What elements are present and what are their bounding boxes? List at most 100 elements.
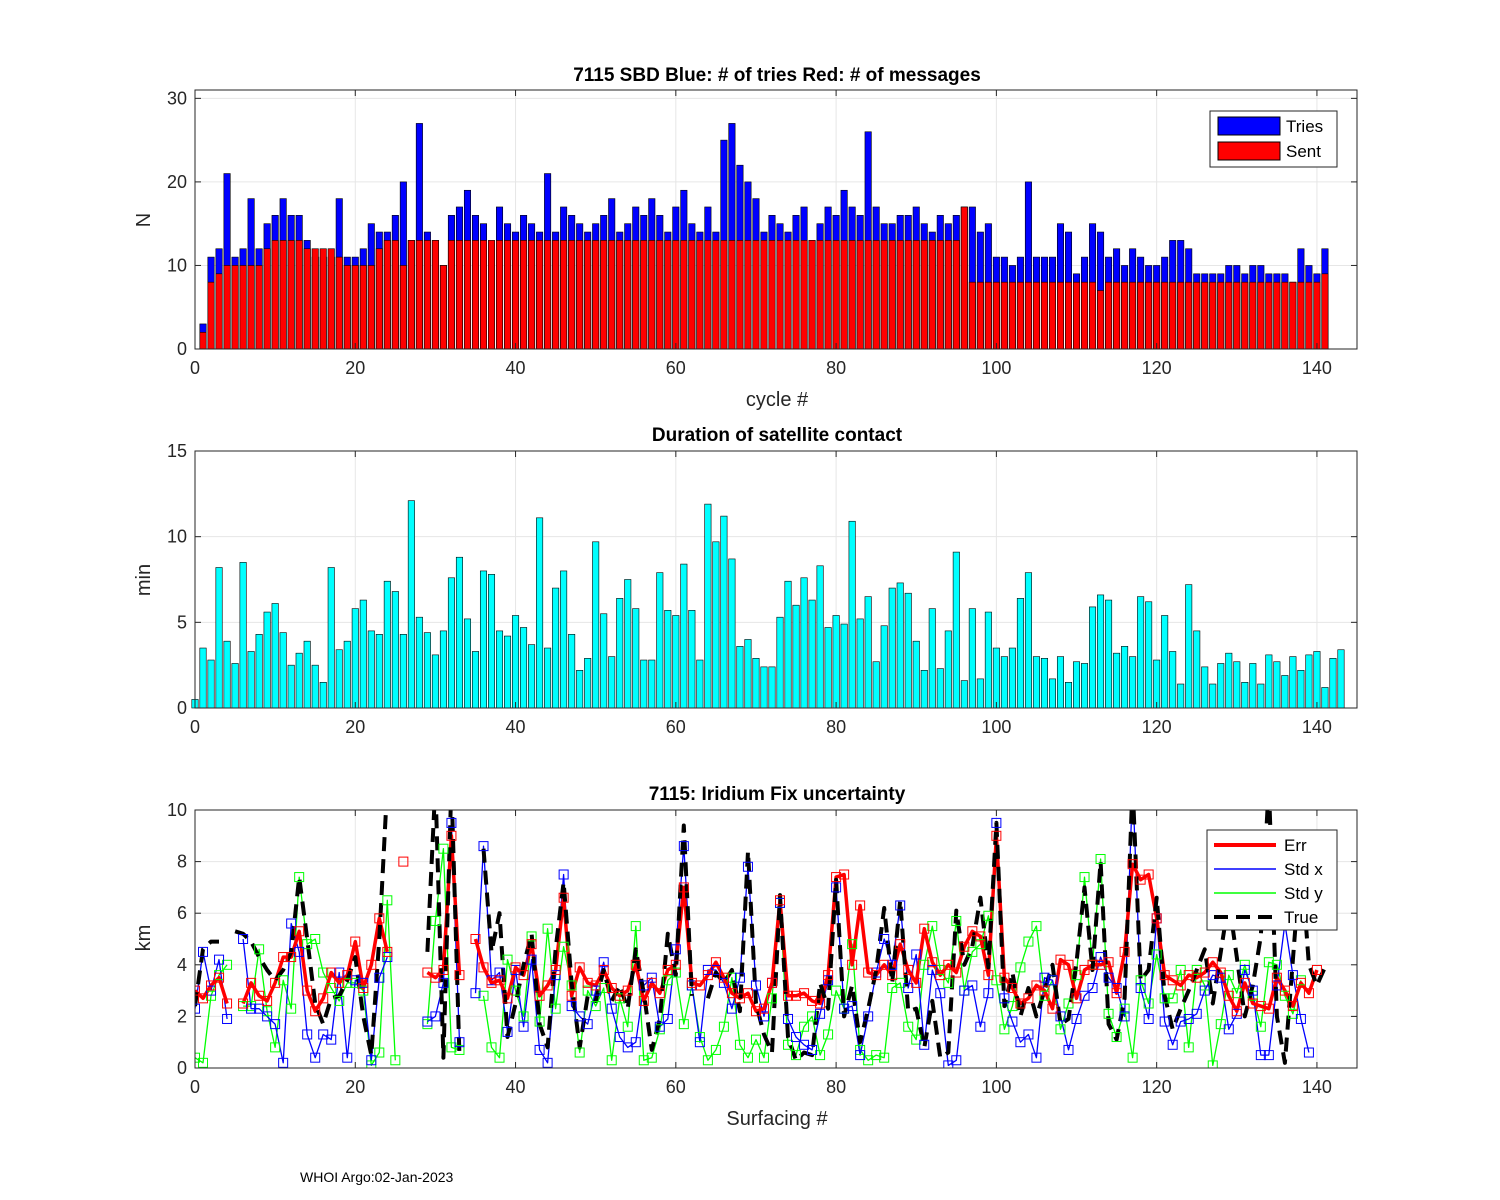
std-x-point <box>222 1013 233 1024</box>
std-x-point <box>446 817 457 828</box>
y-tick-label: 5 <box>177 612 187 632</box>
std-x-point <box>959 985 970 996</box>
duration-bar <box>640 659 648 709</box>
sent-bar <box>840 240 848 350</box>
sent-bar <box>1185 281 1193 350</box>
x-tick-label: 100 <box>981 358 1011 378</box>
std-x-point <box>238 934 249 944</box>
fix-chart-ylabel: km <box>133 925 155 952</box>
err-point <box>590 980 601 991</box>
std-y-point <box>1191 964 1202 975</box>
err-point <box>382 946 393 957</box>
duration-bar <box>215 567 223 709</box>
std-x-point <box>550 970 561 981</box>
sent-bar <box>992 281 1000 350</box>
err-point <box>494 975 505 986</box>
duration-bar <box>383 580 391 709</box>
err-point <box>1087 959 1098 970</box>
y-tick-label: 10 <box>167 527 187 547</box>
std-y-point <box>582 985 593 996</box>
std-y-point <box>542 923 553 934</box>
std-y-point <box>791 1050 802 1061</box>
duration-bar <box>463 618 471 709</box>
duration-bar <box>968 608 976 709</box>
std-y-point <box>670 967 681 978</box>
std-x-point <box>502 1026 513 1037</box>
sent-bar <box>800 240 808 350</box>
sent-bar <box>1233 281 1241 350</box>
err-point <box>1215 967 1226 978</box>
sent-bar <box>1073 281 1081 350</box>
std-y-point <box>1095 854 1106 865</box>
std-x-point <box>206 985 217 996</box>
std-x-point <box>967 980 978 991</box>
sent-bar <box>407 240 415 350</box>
std-x-point <box>927 964 938 975</box>
std-x-point <box>1095 952 1106 963</box>
duration-bar <box>423 632 431 709</box>
tries-chart-xlabel: cycle # <box>746 389 809 411</box>
std-y-point <box>855 1044 866 1055</box>
duration-bar <box>864 596 872 709</box>
std-y-point <box>254 944 265 955</box>
err-point <box>1119 946 1130 957</box>
footer-stamp: WHOI Argo:02-Jan-2023 <box>300 1169 454 1185</box>
x-tick-label: 40 <box>506 717 526 737</box>
err-point <box>638 995 649 1006</box>
err-point <box>831 872 842 883</box>
err-point <box>342 970 353 981</box>
std-y-point <box>1015 962 1026 973</box>
duration-bar <box>1233 661 1241 709</box>
std-x-point <box>590 985 601 996</box>
err-point <box>214 972 225 983</box>
sent-bar <box>720 240 728 350</box>
tries-chart-ylabel: N <box>133 213 155 227</box>
duration-bar <box>1145 601 1153 709</box>
err-point <box>903 964 914 975</box>
err-point <box>734 993 745 1004</box>
err-point <box>807 995 818 1006</box>
duration-bar <box>1105 599 1113 709</box>
sent-bar <box>447 240 455 350</box>
sent-bar <box>1305 281 1313 350</box>
err-point <box>1231 1006 1242 1017</box>
sent-bar <box>1097 290 1105 350</box>
sent-bar <box>1024 281 1032 350</box>
std-x-point <box>342 1052 353 1063</box>
sent-bar <box>808 240 816 350</box>
sent-bar <box>415 240 423 350</box>
duration-bar <box>760 666 768 709</box>
y-tick-label: 15 <box>167 441 187 461</box>
std-y-point <box>558 941 569 952</box>
err-point <box>502 993 513 1004</box>
sent-bar <box>592 240 600 350</box>
std-x-point <box>214 954 225 965</box>
sent-bar <box>568 240 576 350</box>
sent-bar <box>672 240 680 350</box>
err-point <box>694 980 705 991</box>
sent-bar <box>600 240 608 350</box>
std-y-point <box>831 985 842 996</box>
err-point <box>791 990 802 1001</box>
sent-bar <box>303 248 311 350</box>
std-y-point <box>1223 970 1234 981</box>
sent-bar <box>1056 281 1064 350</box>
std-x-point <box>1239 964 1250 975</box>
x-tick-label: 20 <box>345 717 365 737</box>
std-x-point <box>1295 1013 1306 1024</box>
std-x-point <box>1031 1052 1042 1063</box>
std-x-point <box>1175 1016 1186 1027</box>
std-y-point <box>206 990 217 1001</box>
std-x-point <box>823 975 834 986</box>
std-x-point <box>1135 983 1146 994</box>
std-x-point <box>1143 1013 1154 1024</box>
sent-bar <box>576 240 584 350</box>
err-point <box>374 913 385 924</box>
std-x-point <box>1287 970 1298 981</box>
err-point <box>1095 959 1106 970</box>
err-point <box>702 970 713 981</box>
err-point <box>654 988 665 999</box>
err-point <box>422 967 433 978</box>
std-y-point <box>366 1060 377 1068</box>
sent-bar <box>1289 281 1297 350</box>
